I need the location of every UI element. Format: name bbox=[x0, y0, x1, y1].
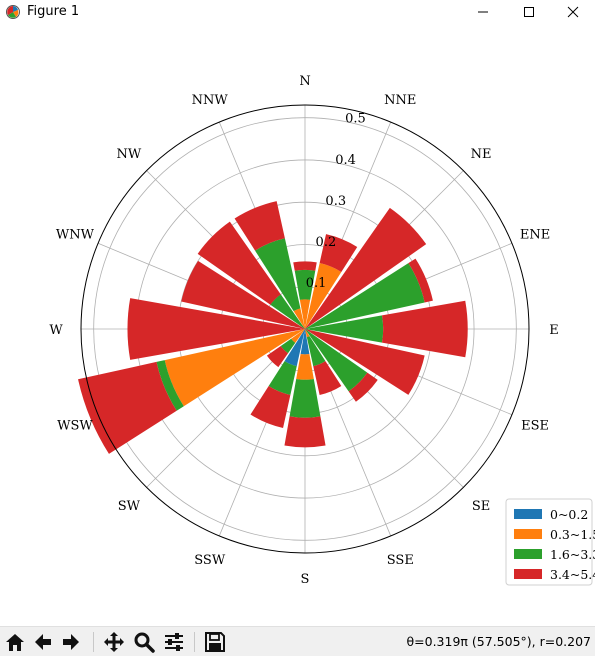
status-readout: θ=0.319π (57.505°), r=0.207 bbox=[407, 634, 592, 649]
direction-label-nne: NNE bbox=[384, 93, 416, 108]
home-button[interactable] bbox=[3, 630, 27, 654]
radial-tick-label: 0.4 bbox=[335, 153, 356, 168]
legend-label: 1.6~3.3 bbox=[550, 547, 595, 562]
legend-swatch bbox=[514, 509, 542, 519]
direction-label-se: SE bbox=[472, 499, 490, 514]
app-icon bbox=[5, 4, 21, 20]
window-title: Figure 1 bbox=[27, 4, 79, 19]
arrow-right-icon bbox=[60, 631, 82, 653]
bar-s-3.4~5.4 bbox=[284, 416, 325, 447]
toolbar-separator bbox=[93, 632, 94, 652]
legend-label: 0.3~1.5 bbox=[550, 527, 595, 542]
close-icon bbox=[567, 6, 579, 18]
home-icon bbox=[4, 631, 26, 653]
direction-label-ese: ESE bbox=[521, 418, 549, 433]
navigation-toolbar: θ=0.319π (57.505°), r=0.207 bbox=[0, 626, 595, 656]
wind-rose-chart: 0.1 0.2 0.3 0.4 0.5 E ENE NE NNE N NNW NW WNW W WSW SW… bbox=[0, 24, 595, 624]
bars-layer bbox=[78, 201, 468, 454]
radial-tick-label: 0.5 bbox=[345, 112, 366, 127]
legend-swatch bbox=[514, 549, 542, 559]
sliders-icon bbox=[163, 631, 185, 653]
floppy-disk-icon bbox=[204, 631, 226, 653]
configure-button[interactable] bbox=[162, 630, 186, 654]
legend-label: 0~0.2 bbox=[550, 507, 588, 522]
direction-label-s: S bbox=[301, 572, 310, 587]
figure-canvas[interactable]: 0.1 0.2 0.3 0.4 0.5 E ENE NE NNE N NNW NW WNW W WSW SW… bbox=[0, 24, 595, 624]
toolbar-separator bbox=[194, 632, 195, 652]
title-bar: Figure 1 bbox=[0, 0, 595, 24]
minimize-icon bbox=[477, 6, 489, 18]
legend-label: 3.4~5.4 bbox=[550, 567, 595, 582]
direction-label-wsw: WSW bbox=[57, 418, 93, 433]
forward-button[interactable] bbox=[59, 630, 83, 654]
maximize-button[interactable] bbox=[506, 0, 552, 24]
radial-tick-label: 0.2 bbox=[316, 235, 337, 250]
bar-n-3.4~5.4 bbox=[293, 261, 316, 270]
direction-label-sw: SW bbox=[118, 499, 141, 514]
direction-label-n: N bbox=[299, 74, 310, 89]
close-button[interactable] bbox=[550, 0, 595, 24]
direction-label-ne: NE bbox=[471, 147, 492, 162]
move-icon bbox=[103, 631, 125, 653]
bar-s-0.3~1.5 bbox=[296, 354, 314, 380]
maximize-icon bbox=[523, 6, 535, 18]
direction-label-nnw: NNW bbox=[192, 93, 229, 108]
magnifier-icon bbox=[133, 631, 155, 653]
direction-label-e: E bbox=[549, 323, 559, 338]
legend: 0~0.2 0.3~1.5 1.6~3.3 3.4~5.4 bbox=[506, 499, 595, 585]
arrow-left-icon bbox=[32, 631, 54, 653]
direction-label-wnw: WNW bbox=[56, 228, 95, 243]
direction-label-ene: ENE bbox=[520, 228, 550, 243]
back-button[interactable] bbox=[31, 630, 55, 654]
zoom-button[interactable] bbox=[132, 630, 156, 654]
legend-swatch bbox=[514, 569, 542, 579]
direction-label-w: W bbox=[49, 323, 63, 338]
bar-s-1.6~3.3 bbox=[290, 379, 321, 418]
save-button[interactable] bbox=[203, 630, 227, 654]
direction-label-ssw: SSW bbox=[194, 553, 226, 568]
direction-label-nw: NW bbox=[117, 147, 142, 162]
radial-tick-label: 0.3 bbox=[325, 194, 346, 209]
radial-tick-label: 0.1 bbox=[306, 276, 327, 291]
bar-e-3.4~5.4 bbox=[382, 301, 468, 358]
minimize-button[interactable] bbox=[460, 0, 506, 24]
pan-button[interactable] bbox=[102, 630, 126, 654]
direction-label-sse: SSE bbox=[387, 553, 414, 568]
legend-swatch bbox=[514, 529, 542, 539]
